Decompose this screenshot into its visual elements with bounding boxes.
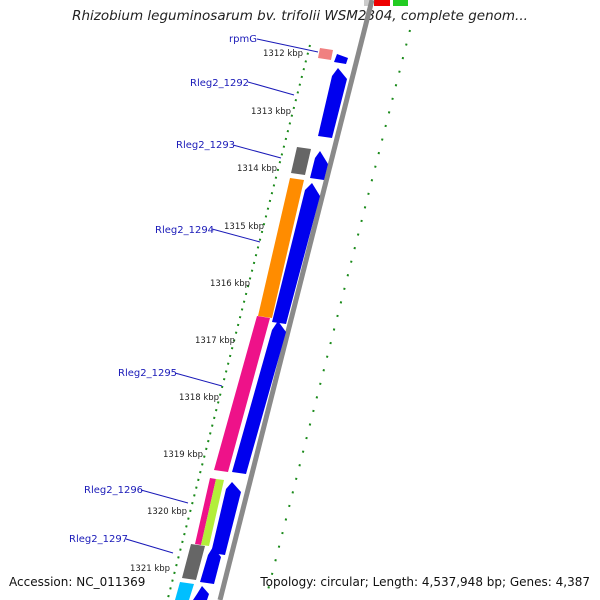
kbp-tick-label: 1316 kbp: [210, 279, 250, 289]
kbp-tick-label: 1319 kbp: [163, 450, 203, 460]
kbp-tick-label: 1315 kbp: [224, 222, 264, 232]
leader-line-1295: [174, 372, 223, 387]
kbp-tick-label: 1317 kbp: [195, 336, 235, 346]
leader-line-1292: [247, 81, 295, 96]
accession-label: Accession: NC_011369: [9, 575, 146, 589]
gene-label-rleg2-1295[interactable]: Rleg2_1295: [118, 368, 177, 379]
kbp-tick-label: 1321 kbp: [130, 564, 170, 574]
orange-feature-1294[interactable]: [258, 178, 304, 318]
cds-arrow-rpmG[interactable]: [334, 54, 348, 64]
leader-line-rpmG: [256, 38, 319, 53]
pink-feature-1296[interactable]: [195, 478, 216, 545]
leader-line-1294: [211, 228, 261, 243]
rpmG-feature[interactable]: [318, 48, 333, 60]
leader-line-1293: [232, 144, 282, 159]
gene-label-rleg2-1294[interactable]: Rleg2_1294: [155, 225, 214, 236]
gray-feature-1293[interactable]: [291, 147, 311, 175]
leader-line-1297: [125, 538, 174, 554]
cds-arrow-1292[interactable]: [318, 68, 347, 138]
top-green-feature[interactable]: [393, 0, 408, 6]
gene-label-rleg2-1293[interactable]: Rleg2_1293: [176, 140, 235, 151]
gray-feature-1297[interactable]: [182, 544, 205, 580]
kbp-tick-label: 1312 kbp: [263, 49, 303, 59]
cds-arrow-1293[interactable]: [310, 151, 328, 180]
cyan-feature[interactable]: [175, 582, 194, 600]
cds-arrow-1296[interactable]: [211, 482, 241, 555]
backbone-line: [217, 0, 375, 600]
leader-line-1296: [140, 489, 189, 504]
pink-feature-1295[interactable]: [214, 316, 270, 472]
kbp-tick-label: 1313 kbp: [251, 107, 291, 117]
kbp-tick-label: 1314 kbp: [237, 164, 277, 174]
map-title: Rhizobium leguminosarum bv. trifolii WSM…: [72, 8, 528, 24]
kbp-tick-label: 1320 kbp: [147, 507, 187, 517]
cds-arrow-1294[interactable]: [272, 183, 320, 324]
top-red-feature[interactable]: [374, 0, 390, 6]
cds-arrow-last[interactable]: [193, 586, 209, 600]
top-gray-feature[interactable]: [364, 0, 372, 6]
gene-label-rpmG[interactable]: rpmG: [229, 34, 257, 45]
kbp-tick-label: 1318 kbp: [179, 393, 219, 403]
gene-label-rleg2-1296[interactable]: Rleg2_1296: [84, 485, 143, 496]
topology-label: Topology: circular; Length: 4,537,948 bp…: [260, 575, 590, 589]
gene-label-rleg2-1297[interactable]: Rleg2_1297: [69, 534, 128, 545]
cds-arrow-1295[interactable]: [232, 321, 286, 474]
cds-arrow-1297[interactable]: [200, 547, 221, 584]
lime-feature-1296[interactable]: [201, 479, 224, 546]
gene-label-rleg2-1292[interactable]: Rleg2_1292: [190, 78, 249, 89]
